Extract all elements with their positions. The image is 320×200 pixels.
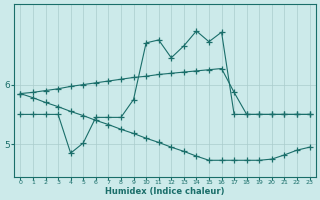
X-axis label: Humidex (Indice chaleur): Humidex (Indice chaleur) (105, 187, 225, 196)
